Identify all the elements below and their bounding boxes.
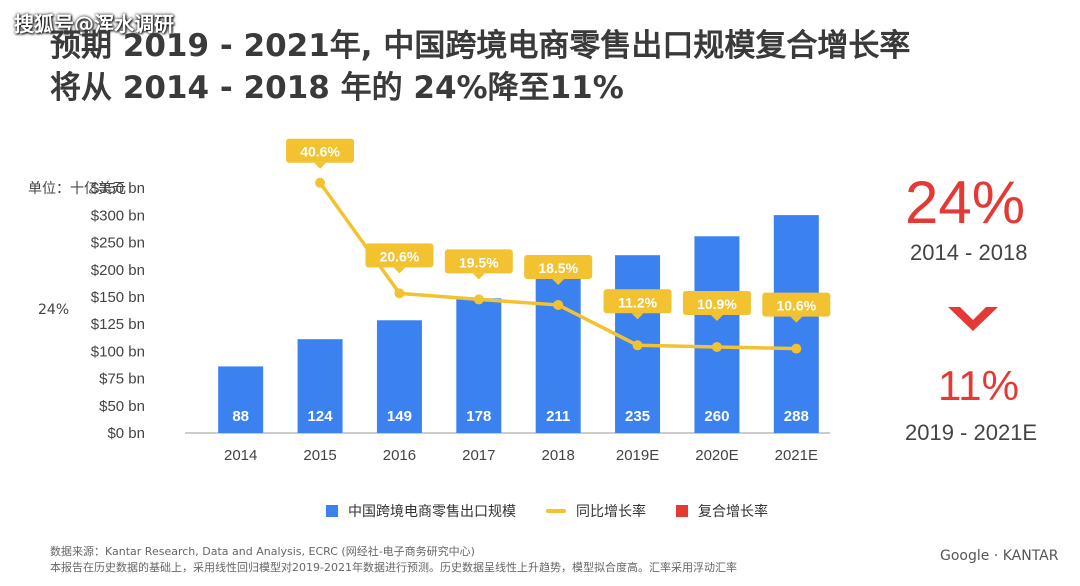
legend-swatch-bar [326,505,338,517]
growth-rate-callout-pointer [710,314,723,321]
legend-swatch-line [546,509,566,513]
growth-rate-point [394,288,405,299]
x-tick-label: 2016 [383,447,416,464]
growth-rate-callout-box [524,254,593,279]
x-tick-label: 2014 [224,447,257,464]
legend: 中国跨境电商零售出口规模 同比增长率 复合增长率 [326,501,798,521]
y-tick-label: $125 bn [91,316,145,333]
growth-rate-point [553,299,564,310]
y-tick-label: $250 bn [91,235,145,252]
side-label: 24% [38,302,70,318]
bar-value-label: 178 [466,408,491,425]
y-tick-label: $350 bn [91,180,145,197]
bar [218,366,264,433]
chevron-down-icon [948,307,998,331]
y-tick-label: $150 bn [91,289,145,306]
growth-rate-label: 10.6% [776,298,816,314]
x-tick-label: 2018 [542,447,575,464]
growth-rate-callout-pointer [790,316,803,323]
chart-title-line-2: 将从 2014 - 2018 年的 24%降至11% [50,70,624,106]
growth-rate-label: 20.6% [380,248,420,264]
growth-rate-callout-box [603,289,672,314]
growth-rate-label: 40.6% [300,144,340,160]
legend-label-cagr: 复合增长率 [698,504,768,520]
x-tick-label: 2015 [303,447,336,464]
bar [456,298,502,433]
bar-value-label: 211 [546,408,570,425]
bar [773,215,819,433]
brand-logos: Google · KANTAR [940,548,1059,564]
bar-value-label: 288 [784,408,809,425]
bar-value-label: 235 [625,408,650,425]
legend-item-line: 同比增长率 [546,501,646,521]
growth-rate-point [315,177,326,188]
growth-rate-callout-pointer [631,313,644,320]
bar-value-label: 260 [704,408,729,425]
legend-label-bar: 中国跨境电商零售出口规模 [348,504,516,520]
growth-rate-point [711,341,722,352]
bar-value-label: 88 [232,408,249,425]
growth-rate-callout-pointer [393,267,406,274]
growth-rate-callout-pointer [314,162,327,169]
growth-rate-callout-box [444,249,513,274]
bar [297,339,343,433]
cagr-future-value: 11% [938,362,1019,409]
watermark: 搜狐号@浑水调研 [14,12,174,36]
legend-item-cagr: 复合增长率 [676,501,768,521]
x-tick-label: 2020E [695,447,738,464]
y-tick-label: $75 bn [99,371,145,388]
y-tick-label: $50 bn [99,398,145,415]
source-note: 数据来源：Kantar Research, Data and Analysis,… [50,545,475,558]
legend-label-line: 同比增长率 [576,504,646,520]
growth-rate-callout-box [286,138,355,163]
cagr-past-value: 24% [905,169,1026,236]
growth-rate-callout-box [682,290,751,315]
cagr-future-range: 2019 - 2021E [905,420,1038,445]
growth-rate-point [473,294,484,305]
x-tick-label: 2017 [462,447,495,464]
methodology-note: 本报告在历史数据的基础上，采用线性回归模型对2019-2021年数据进行预测。历… [50,561,737,574]
legend-item-bar: 中国跨境电商零售出口规模 [326,501,516,521]
growth-rate-label: 11.2% [618,294,657,310]
y-tick-label: $100 bn [91,343,145,360]
bar-value-label: 149 [387,408,412,425]
cagr-past-range: 2014 - 2018 [910,240,1028,265]
growth-rate-callout-pointer [552,278,565,285]
growth-rate-callout-box [762,292,831,317]
growth-rate-label: 10.9% [697,296,737,312]
growth-rate-point [632,340,643,351]
y-tick-label: $200 bn [91,262,145,279]
growth-rate-callout-pointer [472,273,485,280]
unit-label: 单位：十亿美元 [28,181,126,197]
y-tick-label: $300 bn [91,207,145,224]
bar [376,320,422,433]
y-tick-label: $0 bn [107,425,145,442]
legend-swatch-cagr [676,505,688,517]
growth-rate-label: 18.5% [538,260,578,276]
x-tick-label: 2019E [616,447,659,464]
bar-value-label: 124 [308,408,334,425]
bar [694,236,740,433]
growth-rate-point [791,343,802,354]
chart-title-line-1: 预期 2019 - 2021年, 中国跨境电商零售出口规模复合增长率 [50,28,911,64]
growth-rate-callout-box [365,243,434,268]
x-tick-label: 2021E [775,447,818,464]
growth-rate-label: 19.5% [459,254,499,270]
